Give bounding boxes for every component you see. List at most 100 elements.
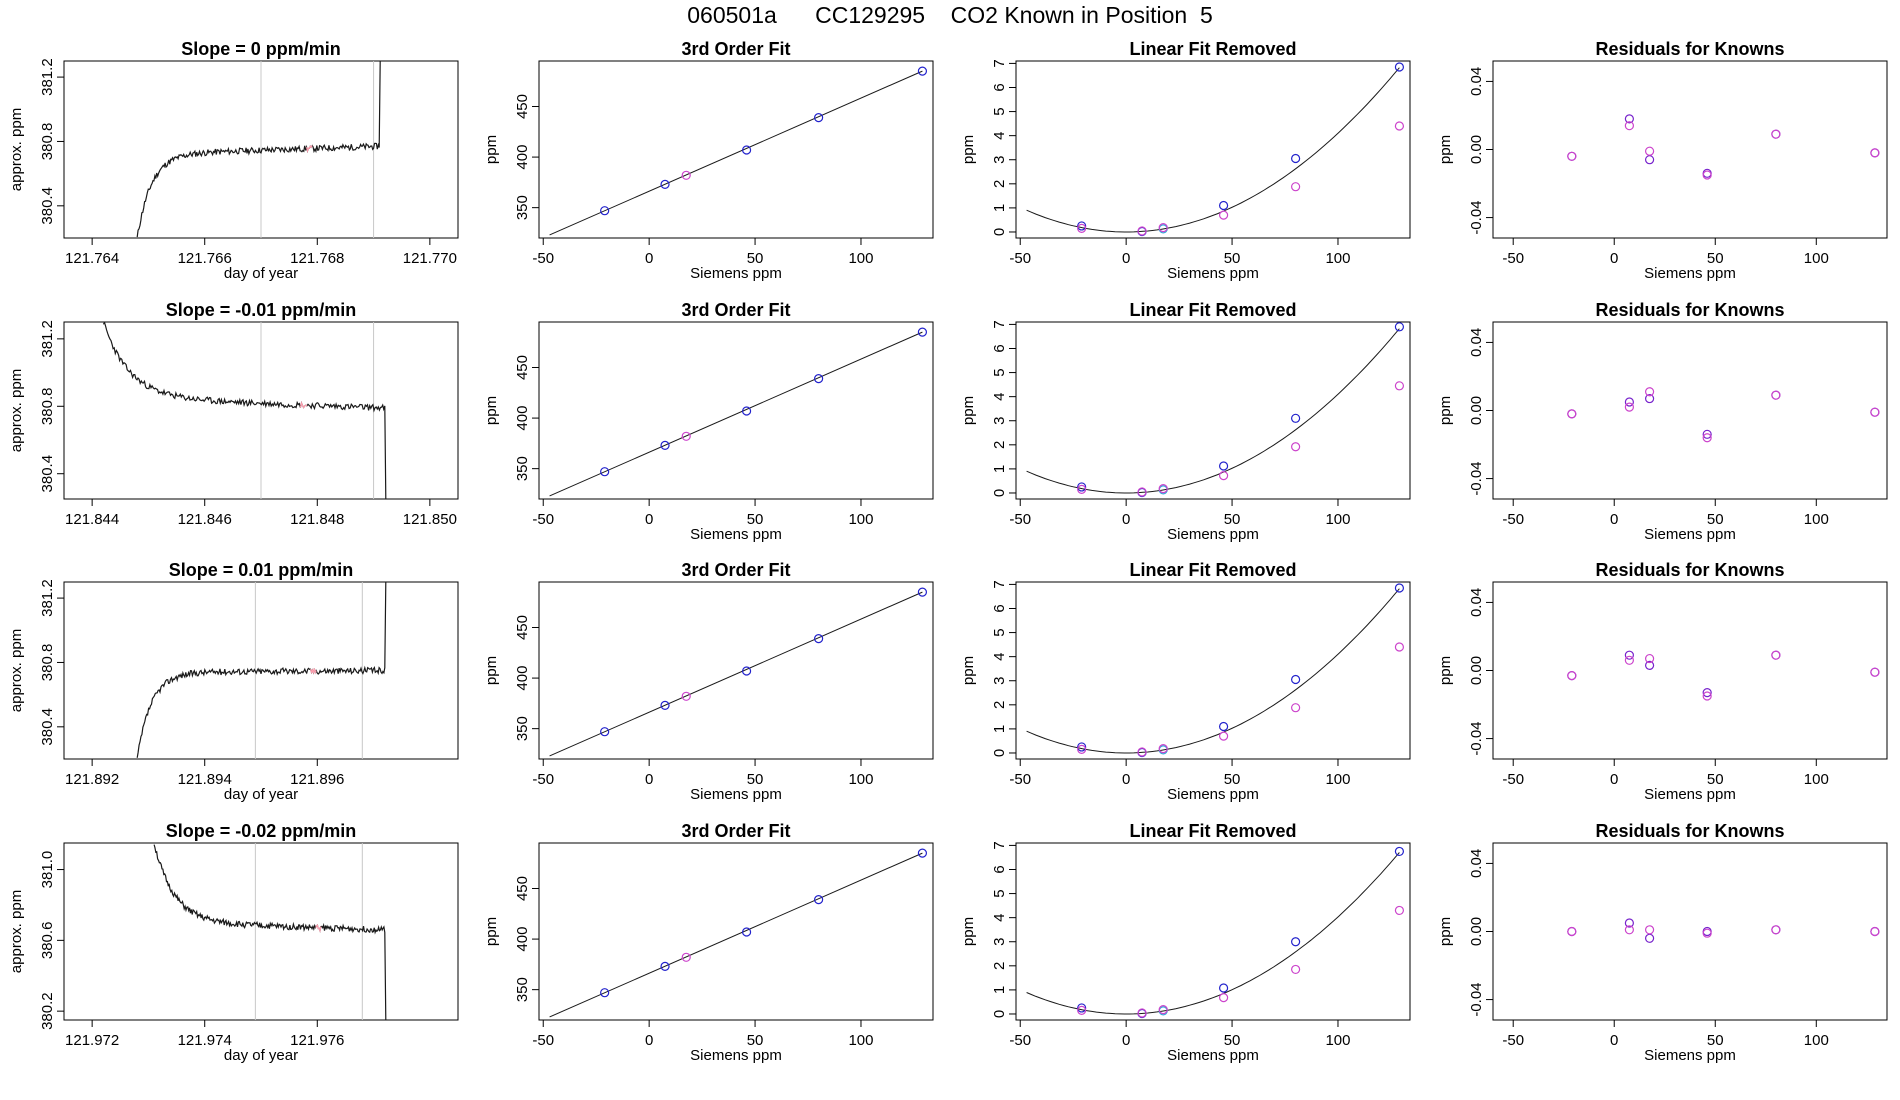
data-point <box>1394 905 1405 916</box>
y-tick-label: 380.8 <box>39 388 56 426</box>
data-point <box>660 179 670 189</box>
panel-r1c2: 3rd Order Fit -50 0 50 100 350 400 450 Siemens p… <box>483 39 934 282</box>
y-tick-label: -0.04 <box>1468 200 1485 234</box>
y-tick-label: 450 <box>514 94 531 119</box>
y-tick-label: 3 <box>991 938 1008 946</box>
x-axis-label: Siemens ppm <box>1167 265 1259 282</box>
signal-trace <box>102 322 387 499</box>
data-point <box>1137 226 1147 236</box>
data-point <box>1137 747 1147 757</box>
plot-area <box>136 61 381 238</box>
x-axis-label: day of year <box>224 265 298 282</box>
y-axis-label: ppm <box>1437 917 1454 946</box>
x-tick-label: 100 <box>848 771 873 788</box>
fit-curve <box>1026 67 1400 233</box>
data-point <box>1624 925 1634 935</box>
panel-r3c1: Slope = 0.01 ppm/min 121.892 121.894 121.89… <box>8 560 459 803</box>
x-tick-label: 0 <box>1122 250 1130 267</box>
data-point <box>600 467 610 477</box>
y-tick-label: 0.04 <box>1468 67 1485 96</box>
signal-trace <box>136 582 387 758</box>
data-point <box>1077 744 1087 754</box>
x-tick-label: 0 <box>1610 511 1618 528</box>
signal-trace <box>136 61 381 238</box>
data-point <box>1218 210 1229 220</box>
panel-title: 3rd Order Fit <box>681 300 790 320</box>
data-point <box>1644 925 1655 935</box>
sample-segment <box>299 401 308 409</box>
panel-title: 3rd Order Fit <box>681 821 790 841</box>
data-point <box>1218 983 1229 993</box>
y-tick-label: 350 <box>514 456 531 481</box>
y-tick-label: 3 <box>991 417 1008 425</box>
data-point <box>741 145 752 155</box>
fit-curve <box>1026 328 1400 494</box>
x-tick-label: 100 <box>1804 771 1829 788</box>
data-point <box>1644 146 1655 156</box>
data-point <box>1291 674 1301 685</box>
plot-frame <box>538 60 934 239</box>
data-point <box>1394 381 1405 391</box>
y-tick-label: 380.8 <box>39 644 56 682</box>
x-tick-label: 0 <box>1122 1032 1130 1049</box>
plot-area <box>102 322 387 499</box>
y-tick-label: 0.04 <box>1468 328 1485 357</box>
plot-area <box>1567 650 1880 701</box>
y-tick-label: 400 <box>514 145 531 170</box>
panel-r4c4: Residuals for Knowns -50 0 50 100 -0.04 0.00 0.… <box>1437 821 1888 1064</box>
data-point <box>917 848 928 858</box>
y-axis-label: ppm <box>483 656 500 685</box>
y-axis-label: ppm <box>960 135 977 164</box>
x-axis-label: Siemens ppm <box>690 1047 782 1064</box>
data-point <box>1077 1003 1087 1013</box>
plot-frame <box>538 842 934 1021</box>
data-point <box>1702 429 1712 439</box>
fit-line <box>549 331 923 497</box>
x-tick-label: 50 <box>747 511 764 528</box>
y-tick-label: 2 <box>991 180 1008 188</box>
panel-title: Linear Fit Removed <box>1129 300 1296 320</box>
panel-r1c3: Linear Fit Removed -50 0 50 100 0 1 2 3 4 5 6 7 Sieme… <box>960 39 1411 282</box>
panel-title: Slope = -0.01 ppm/min <box>166 300 357 320</box>
signal-trace <box>153 844 387 1020</box>
data-point <box>917 327 928 337</box>
data-point <box>1624 397 1634 407</box>
data-point <box>1702 691 1712 701</box>
x-tick-label: 121.850 <box>403 511 457 528</box>
data-point <box>660 700 670 710</box>
y-axis-label: ppm <box>1437 396 1454 425</box>
y-tick-label: 381.0 <box>39 851 56 889</box>
x-tick-label: 121.844 <box>65 511 119 528</box>
plot-frame <box>63 842 459 1021</box>
page-title: 060501a CC129295 CO2 Known in Position 5 <box>687 2 1213 28</box>
data-point <box>1291 182 1301 192</box>
data-point <box>681 691 691 701</box>
data-point <box>660 440 670 450</box>
data-point <box>1394 846 1405 857</box>
data-point <box>600 988 610 998</box>
plot-frame <box>1492 842 1888 1021</box>
data-point <box>1771 925 1781 935</box>
data-point <box>1077 484 1087 494</box>
panel-title: 3rd Order Fit <box>681 39 790 59</box>
x-tick-label: 121.766 <box>178 250 232 267</box>
x-tick-label: 121.846 <box>178 511 232 528</box>
plot-area <box>549 587 928 757</box>
y-tick-label: 2 <box>991 701 1008 709</box>
y-tick-label: 0.04 <box>1468 588 1485 617</box>
data-point <box>1218 993 1229 1003</box>
data-point <box>1567 671 1577 681</box>
data-point <box>1870 926 1880 937</box>
data-point <box>1137 1008 1147 1018</box>
panel-r1c1: Slope = 0 ppm/min 121.764 121.766 121.768 12… <box>8 39 459 282</box>
data-point <box>1644 660 1655 670</box>
y-tick-label: 350 <box>514 716 531 741</box>
data-point <box>741 406 752 416</box>
x-tick-label: 121.768 <box>290 250 344 267</box>
x-tick-label: 50 <box>1707 250 1724 267</box>
x-tick-label: -50 <box>532 250 554 267</box>
sample-segment <box>306 144 313 154</box>
plot-frame <box>1015 581 1411 760</box>
y-axis-label: approx. ppm <box>8 108 25 191</box>
